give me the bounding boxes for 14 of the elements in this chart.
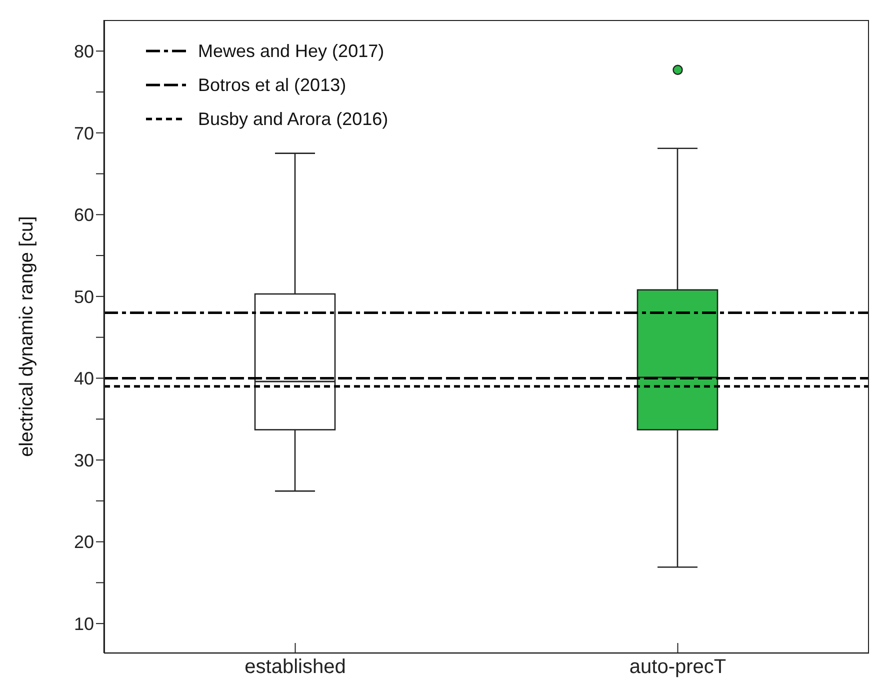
y-tick-label: 80	[74, 41, 94, 62]
y-axis-title: electrical dynamic range [cu]	[16, 216, 38, 457]
y-tick-label: 10	[74, 614, 94, 634]
y-tick-label: 70	[74, 123, 94, 144]
y-tick-label: 30	[74, 450, 94, 470]
x-tick-label: established	[244, 656, 346, 678]
y-tick-label: 40	[74, 368, 94, 389]
y-tick-label: 50	[74, 286, 94, 307]
legend-label: Busby and Arora (2016)	[198, 108, 388, 130]
legend-label: Mewes and Hey (2017)	[198, 40, 384, 62]
y-tick-label: 60	[74, 205, 94, 226]
y-tick-label: 20	[74, 532, 94, 552]
legend-label: Botros et al (2013)	[198, 74, 346, 96]
x-tick-label: auto-precT	[629, 656, 726, 678]
